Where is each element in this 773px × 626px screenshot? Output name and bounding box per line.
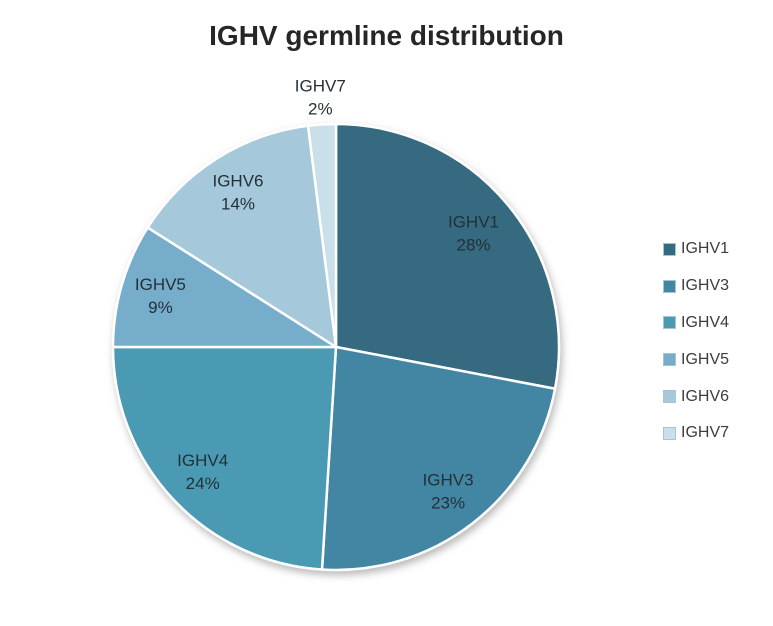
legend-swatch-ighv4 — [663, 316, 676, 330]
slice-label-ighv3: IGHV3 23% — [423, 471, 474, 513]
pie-slice-ighv7 — [306, 122, 338, 349]
legend-swatch-ighv7 — [663, 426, 676, 440]
chart-title: IGHV germline distribution — [209, 20, 564, 51]
pie-slices — [111, 122, 561, 572]
legend-label: IGHV4 — [681, 313, 730, 331]
legend-item-ighv3: IGHV3 — [663, 268, 729, 305]
legend-swatch-ighv6 — [663, 390, 676, 404]
pie-slice-ighv6 — [146, 124, 338, 349]
pie-slice-ighv4 — [111, 345, 338, 571]
pie-slice-ighv1 — [334, 122, 561, 391]
legend-label: IGHV5 — [681, 350, 730, 368]
legend: IGHV1 IGHV3 IGHV4 IGHV5 IGHV6 IGHV7 — [663, 231, 729, 452]
legend-item-ighv5: IGHV5 — [663, 341, 729, 378]
slice-label-ighv5: IGHV5 9% — [135, 275, 186, 317]
pie-slice-ighv5 — [111, 226, 338, 349]
legend-label: IGHV6 — [681, 387, 730, 405]
legend-item-ighv6: IGHV6 — [663, 378, 729, 415]
legend-label: IGHV7 — [681, 424, 730, 442]
legend-item-ighv1: IGHV1 — [663, 231, 729, 268]
slice-label-ighv4: IGHV4 24% — [177, 451, 228, 493]
legend-label: IGHV3 — [681, 277, 730, 295]
legend-item-ighv7: IGHV7 — [663, 415, 729, 452]
pie-slice-ighv3 — [320, 345, 557, 572]
legend-item-ighv4: IGHV4 — [663, 305, 729, 342]
legend-swatch-ighv1 — [663, 242, 676, 256]
legend-swatch-ighv3 — [663, 279, 676, 293]
pie-slice-labels: IGHV1 28% IGHV3 23% IGHV4 24% IGHV5 9% IGHV6 14% I… — [135, 77, 499, 513]
slice-label-ighv7: IGHV7 2% — [295, 77, 346, 119]
slice-label-ighv6: IGHV6 14% — [212, 172, 263, 214]
slice-label-ighv1: IGHV1 28% — [448, 212, 499, 254]
legend-label: IGHV1 — [681, 240, 730, 258]
legend-swatch-ighv5 — [663, 353, 676, 367]
